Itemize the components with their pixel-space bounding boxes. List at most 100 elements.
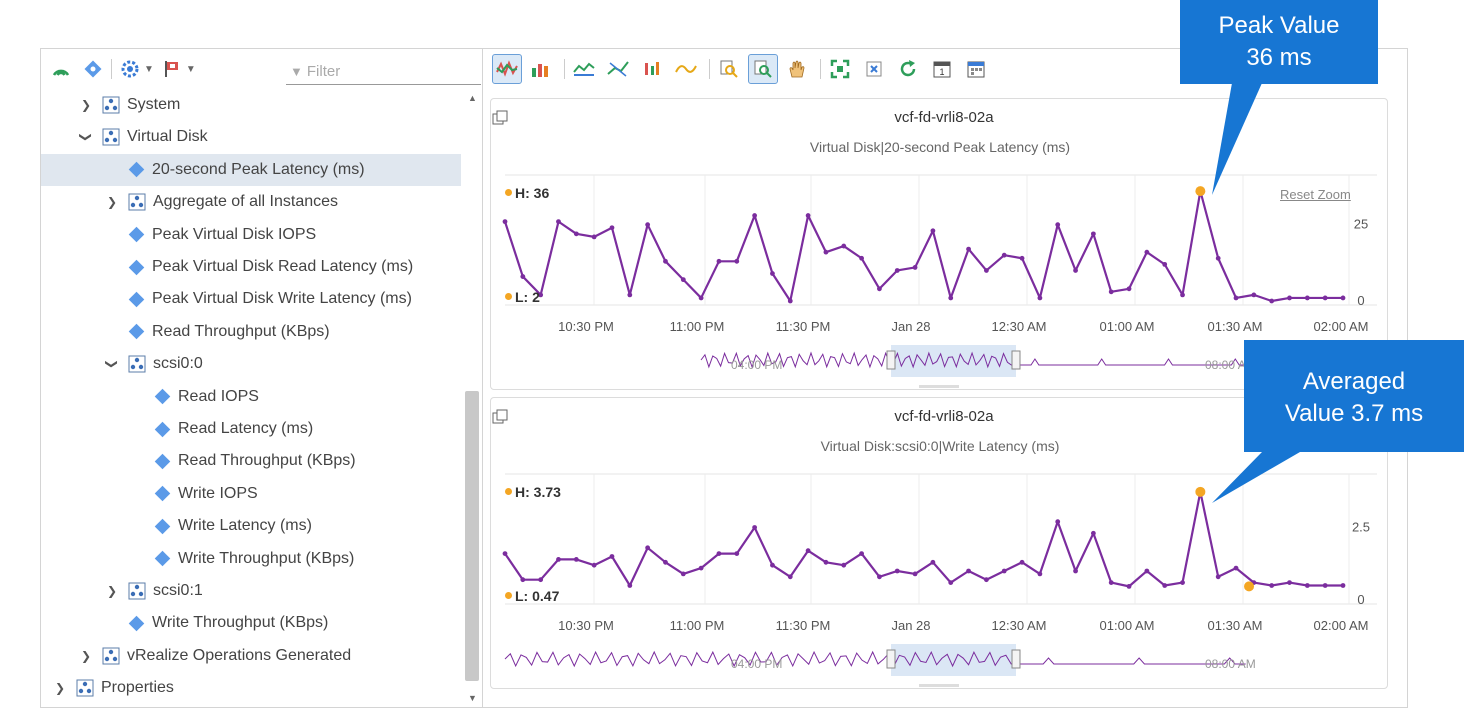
data-point[interactable] (556, 557, 561, 562)
tree-item[interactable]: 20-second Peak Latency (ms) (41, 153, 461, 186)
line-chart[interactable]: 10:30 PM 11:00 PM 11:30 PM Jan 28 12:30 AM 01… (491, 99, 1389, 391)
refresh-icon[interactable] (893, 54, 923, 84)
tree-item[interactable]: Write Throughput (KBps) (41, 543, 461, 575)
relationship-icon[interactable] (81, 57, 105, 81)
data-point[interactable] (823, 559, 829, 565)
data-point[interactable] (680, 571, 686, 577)
data-point[interactable] (1304, 583, 1310, 588)
chevron-right-icon[interactable]: ❯ (106, 584, 118, 598)
data-point[interactable] (520, 577, 526, 583)
data-point[interactable] (894, 568, 900, 574)
data-point[interactable] (1090, 530, 1096, 536)
series-line[interactable] (503, 190, 1343, 303)
data-point[interactable] (823, 249, 829, 255)
calendar-icon[interactable]: 1 (927, 54, 957, 84)
tree-item[interactable]: ❯ scsi0:0 (41, 348, 461, 380)
tree-item[interactable]: Peak Virtual Disk Read Latency (ms) (41, 251, 461, 283)
data-point[interactable] (1019, 255, 1025, 261)
scrollbar-thumb[interactable] (465, 391, 479, 681)
data-point[interactable] (841, 243, 847, 249)
data-point[interactable] (1055, 222, 1061, 228)
data-point[interactable] (716, 258, 722, 264)
data-point[interactable] (912, 571, 918, 577)
data-point[interactable] (894, 268, 900, 273)
data-point[interactable] (1055, 519, 1061, 525)
low-marker[interactable] (1244, 581, 1255, 592)
tree-item[interactable]: Peak Virtual Disk Write Latency (ms) (41, 283, 461, 315)
data-point[interactable] (1340, 295, 1346, 301)
data-point[interactable] (752, 213, 758, 218)
data-point[interactable] (1108, 289, 1114, 295)
data-point[interactable] (770, 271, 775, 276)
data-point[interactable] (556, 219, 561, 225)
fit-all-icon[interactable] (825, 54, 855, 84)
data-point[interactable] (841, 562, 847, 568)
data-point[interactable] (627, 292, 633, 298)
data-point[interactable] (805, 213, 811, 218)
wave-icon[interactable] (671, 54, 701, 84)
scroll-down-icon[interactable]: ▼ (468, 693, 477, 703)
trend-icon[interactable] (569, 54, 599, 84)
data-point[interactable] (645, 222, 651, 228)
chevron-right-icon[interactable]: ❯ (106, 195, 118, 210)
tree-item[interactable]: Write Latency (ms) (41, 510, 461, 542)
zoom-icon[interactable] (714, 54, 744, 84)
high-marker[interactable] (1195, 486, 1206, 497)
tree-item[interactable]: ❯ Aggregate of all Instances (41, 186, 461, 218)
data-point[interactable] (912, 265, 918, 270)
data-point[interactable] (502, 219, 508, 225)
data-point[interactable] (716, 551, 722, 556)
data-point[interactable] (1144, 568, 1150, 574)
data-point[interactable] (1322, 583, 1328, 588)
flag-icon[interactable] (160, 57, 184, 81)
data-point[interactable] (609, 225, 615, 231)
resize-grip[interactable] (919, 684, 959, 687)
tree-item[interactable]: Write IOPS (41, 478, 461, 510)
data-point[interactable] (1180, 580, 1185, 585)
data-point[interactable] (663, 559, 668, 565)
data-point[interactable] (538, 292, 544, 298)
navigator-handle[interactable] (1011, 350, 1021, 370)
chevron-down-icon[interactable]: ▼ (144, 63, 154, 75)
high-marker[interactable] (1195, 186, 1206, 197)
data-point[interactable] (1037, 571, 1043, 577)
remove-chart-icon[interactable] (859, 54, 889, 84)
data-point[interactable] (1090, 231, 1096, 237)
bar-chart-button[interactable] (526, 54, 556, 84)
data-point[interactable] (698, 565, 704, 571)
data-point[interactable] (752, 525, 758, 530)
data-point[interactable] (573, 231, 579, 237)
data-point[interactable] (805, 548, 811, 554)
data-point[interactable] (502, 551, 508, 556)
data-point[interactable] (1180, 292, 1185, 298)
series-line[interactable] (504, 490, 1343, 588)
tree-item[interactable]: ❯ scsi0:1 (41, 575, 461, 607)
data-point[interactable] (984, 268, 989, 273)
data-point[interactable] (859, 551, 864, 556)
tree-item[interactable]: ❯ Virtual Disk (41, 121, 461, 153)
chevron-right-icon[interactable]: ❯ (80, 648, 92, 663)
reset-zoom-link[interactable]: Reset Zoom (1280, 187, 1351, 202)
data-point[interactable] (609, 554, 615, 559)
forecast-icon[interactable] (603, 54, 633, 84)
tree-item[interactable]: Read Throughput (KBps) (41, 316, 461, 348)
chevron-right-icon[interactable]: ❯ (80, 98, 92, 112)
data-point[interactable] (984, 577, 989, 583)
data-point[interactable] (538, 577, 544, 583)
data-point[interactable] (787, 574, 793, 580)
tree-scrollbar[interactable]: ▲ ▼ (462, 89, 482, 707)
data-point[interactable] (770, 562, 775, 568)
pan-hand-icon[interactable] (782, 54, 812, 84)
data-point[interactable] (1001, 568, 1007, 574)
navigator-handle[interactable] (1011, 649, 1021, 669)
tree-item[interactable]: Write Throughput (KBps) (41, 607, 461, 639)
navigator-handle[interactable] (886, 350, 896, 370)
date-range-icon[interactable] (961, 54, 991, 84)
data-point[interactable] (1126, 583, 1132, 589)
tree-item[interactable]: ❯ vRealize Operations Generated (41, 640, 461, 672)
data-point[interactable] (1108, 580, 1114, 585)
tree-item[interactable]: Peak Virtual Disk IOPS (41, 219, 461, 251)
data-point[interactable] (1322, 295, 1328, 301)
navigator-selection[interactable] (891, 345, 1016, 377)
data-point[interactable] (948, 580, 954, 585)
